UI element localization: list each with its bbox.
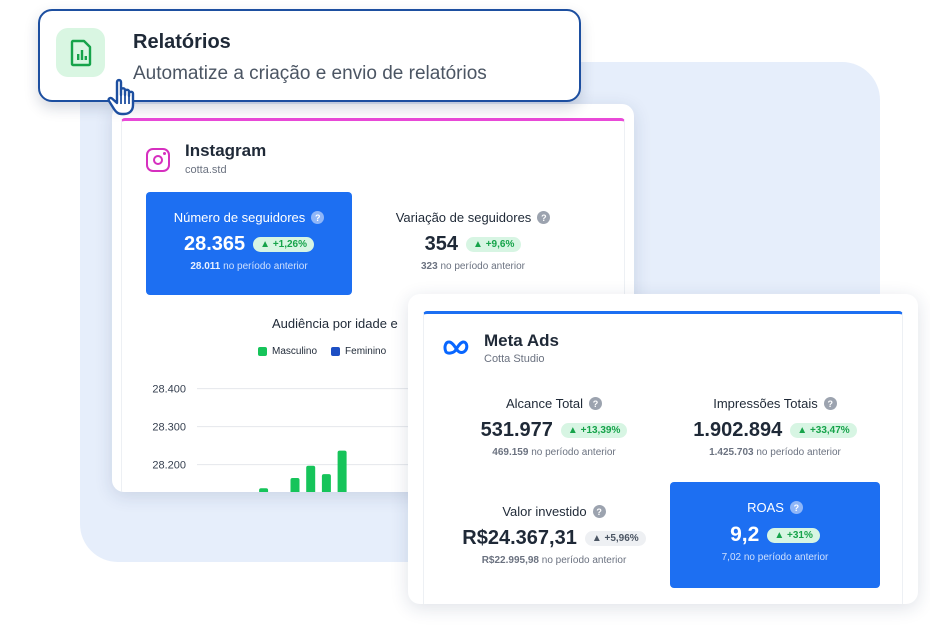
impressions-previous-value: 1.425.703 — [709, 447, 754, 458]
help-icon[interactable]: ? — [311, 211, 325, 224]
followers-previous: 28.011 no período anterior — [146, 261, 352, 272]
impressions-label-row: Impressões Totais ? — [670, 396, 880, 411]
roas-label: ROAS — [747, 500, 784, 515]
roas-value-row: 9,2 ▲ +31% — [670, 523, 880, 547]
impressions-metric[interactable]: Impressões Totais ? 1.902.894 ▲ +33,47% … — [670, 396, 880, 458]
variation-previous-value: 323 — [421, 261, 438, 272]
instagram-account: cotta.std — [185, 164, 227, 176]
meta-ads-report-inner: Meta Ads Cotta Studio Alcance Total ? 53… — [423, 311, 903, 604]
roas-previous-suffix: no período anterior — [743, 552, 829, 563]
impressions-value: 1.902.894 — [693, 419, 783, 441]
variation-value-row: 354 ▲ +9,6% — [378, 233, 568, 256]
chart-legend: Masculino Feminino — [258, 346, 386, 357]
y-tick-label: 28.300 — [152, 422, 186, 434]
followers-value-row: 28.365 ▲ +1,26% — [146, 233, 352, 256]
tooltip-subtitle: Automatize a criação e envio de relatóri… — [133, 63, 487, 84]
followers-previous-value: 28.011 — [190, 261, 221, 272]
impressions-value-row: 1.902.894 ▲ +33,47% — [670, 419, 880, 442]
hand-pointer-icon — [107, 78, 135, 116]
reach-previous: 469.159 no período anterior — [449, 447, 659, 458]
followers-metric[interactable]: Número de seguidores ? 28.365 ▲ +1,26% 2… — [146, 192, 352, 295]
tooltip-title: Relatórios — [133, 31, 231, 53]
help-icon[interactable]: ? — [823, 397, 837, 410]
investment-change-badge: ▲ +5,96% — [584, 531, 646, 546]
investment-previous-value: R$22.995,98 — [481, 555, 539, 566]
variation-previous: 323 no período anterior — [378, 261, 568, 272]
legend-swatch-masculino — [258, 347, 267, 356]
followers-variation-metric[interactable]: Variação de seguidores ? 354 ▲ +9,6% 323… — [378, 210, 568, 272]
investment-metric[interactable]: Valor investido ? R$24.367,31 ▲ +5,96% R… — [439, 504, 669, 566]
instagram-title: Instagram — [185, 141, 267, 160]
instagram-icon — [146, 148, 170, 172]
investment-previous: R$22.995,98 no período anterior — [439, 555, 669, 566]
help-icon[interactable]: ? — [592, 505, 606, 518]
variation-label: Variação de seguidores — [395, 210, 532, 225]
legend-item-feminino[interactable]: Feminino — [331, 346, 386, 357]
variation-value: 354 — [424, 233, 459, 255]
variation-change-badge: ▲ +9,6% — [466, 237, 522, 252]
bar-masculino[interactable] — [321, 474, 331, 492]
followers-label-row: Número de seguidores ? — [146, 210, 352, 225]
roas-previous-value: 7,02 — [721, 552, 742, 563]
impressions-previous-suffix: no período anterior — [756, 447, 841, 458]
impressions-label: Impressões Totais — [713, 396, 818, 411]
followers-change-badge: ▲ +1,26% — [253, 237, 315, 252]
investment-value: R$24.367,31 — [462, 527, 577, 549]
y-tick-label: 28.200 — [152, 460, 186, 472]
bar-masculino[interactable] — [259, 488, 269, 492]
roas-label-row: ROAS ? — [670, 500, 880, 515]
followers-label: Número de seguidores — [173, 210, 306, 225]
investment-label-row: Valor investido ? — [439, 504, 669, 519]
reach-value: 531.977 — [480, 419, 553, 441]
reports-feature-tooltip[interactable]: Relatórios Automatize a criação e envio … — [38, 9, 581, 102]
reach-previous-suffix: no período anterior — [531, 447, 616, 458]
legend-label-masculino: Masculino — [272, 346, 318, 357]
impressions-change-badge: ▲ +33,47% — [790, 423, 857, 438]
meta-ads-title: Meta Ads — [484, 331, 559, 350]
help-icon[interactable]: ? — [589, 397, 603, 410]
followers-previous-suffix: no período anterior — [223, 261, 308, 272]
meta-ads-account: Cotta Studio — [484, 353, 545, 365]
roas-previous: 7,02 no período anterior — [670, 552, 880, 563]
bar-masculino[interactable] — [337, 450, 347, 492]
impressions-previous: 1.425.703 no período anterior — [670, 447, 880, 458]
variation-previous-suffix: no período anterior — [440, 261, 525, 272]
roas-value: 9,2 — [730, 523, 760, 546]
reach-previous-value: 469.159 — [492, 447, 529, 458]
investment-label: Valor investido — [502, 504, 587, 519]
chart-title: Audiência por idade e — [272, 316, 398, 331]
variation-label-row: Variação de seguidores ? — [378, 210, 568, 225]
bar-masculino[interactable] — [290, 477, 300, 492]
reach-label-row: Alcance Total ? — [449, 396, 659, 411]
legend-label-feminino: Feminino — [345, 346, 387, 357]
meta-icon — [443, 340, 469, 355]
y-tick-label: 28.400 — [152, 384, 186, 396]
help-icon[interactable]: ? — [537, 211, 551, 224]
report-chart-icon — [56, 28, 105, 77]
roas-metric[interactable]: ROAS ? 9,2 ▲ +31% 7,02 no período anteri… — [670, 482, 880, 588]
reach-change-badge: ▲ +13,39% — [560, 423, 628, 438]
bar-masculino[interactable] — [306, 465, 316, 492]
help-icon[interactable]: ? — [789, 501, 803, 514]
reach-value-row: 531.977 ▲ +13,39% — [449, 419, 659, 442]
reach-label: Alcance Total — [505, 396, 584, 411]
investment-previous-suffix: no período anterior — [541, 555, 627, 566]
legend-item-masculino[interactable]: Masculino — [258, 346, 317, 357]
reach-metric[interactable]: Alcance Total ? 531.977 ▲ +13,39% 469.15… — [449, 396, 659, 458]
roas-change-badge: ▲ +31% — [767, 527, 820, 543]
legend-swatch-feminino — [331, 347, 341, 356]
meta-ads-report-card: Meta Ads Cotta Studio Alcance Total ? 53… — [408, 294, 918, 604]
investment-value-row: R$24.367,31 ▲ +5,96% — [439, 527, 669, 550]
followers-value: 28.365 — [183, 233, 246, 255]
